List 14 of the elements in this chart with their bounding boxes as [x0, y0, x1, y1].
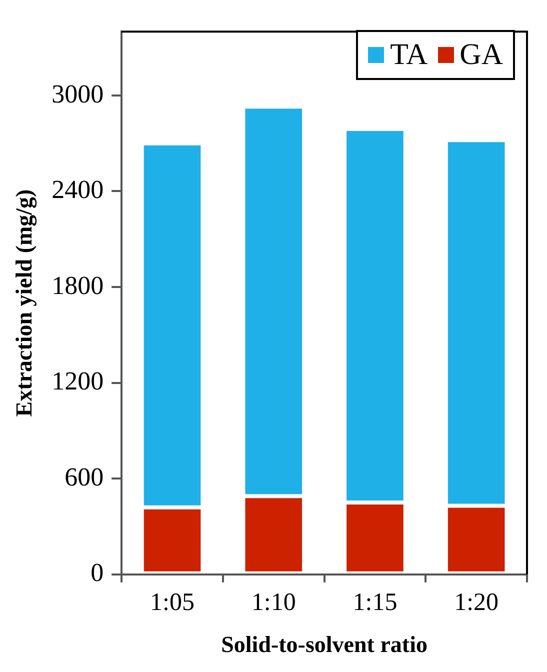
y-tick-label: 0 [90, 558, 104, 588]
legend-label: TA [390, 38, 428, 72]
y-tick-label: 600 [64, 462, 104, 492]
legend-label: GA [460, 38, 503, 72]
y-axis-title: Extraction yield (mg/g) [12, 189, 38, 417]
x-tick-label: 1:05 [150, 588, 194, 616]
y-tick-label: 1800 [52, 270, 104, 300]
x-tick-label: 1:15 [352, 588, 398, 616]
y-tick-label: 2400 [52, 175, 104, 204]
x-tick-label: 1:20 [454, 588, 499, 616]
x-tick-label: 1:10 [251, 588, 296, 616]
x-axis-title: Solid-to-solvent ratio [221, 632, 428, 658]
y-tick-label: 1200 [52, 366, 104, 396]
y-tick-label: 3000 [52, 79, 104, 108]
